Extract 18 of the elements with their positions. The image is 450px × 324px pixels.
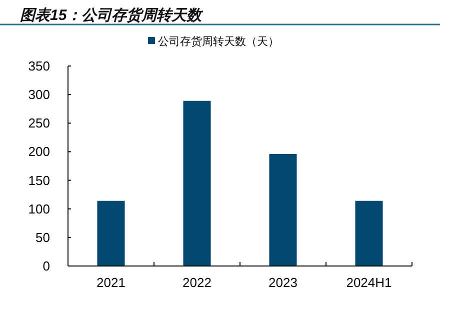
y-tick-label: 350 [28,58,50,74]
chart-title: 图表15：公司存货周转天数 [20,7,204,24]
x-tick-label: 2024H1 [346,275,392,290]
y-tick-label: 300 [28,87,50,102]
x-tick-label: 2021 [96,275,126,290]
x-tick-label: 2022 [182,275,212,290]
bar [97,200,125,266]
bar [183,100,211,266]
y-tick-label: 100 [28,201,50,216]
x-tick-label: 2023 [268,275,298,290]
y-tick-label: 50 [36,230,50,245]
bar [269,154,297,266]
y-tick-label: 200 [28,144,50,160]
y-tick-label: 150 [28,172,50,188]
y-tick-label: 250 [28,116,50,131]
bar [355,200,383,266]
y-tick-label: 0 [42,258,50,274]
legend-label: 公司存货周转天数（天） [158,36,279,48]
